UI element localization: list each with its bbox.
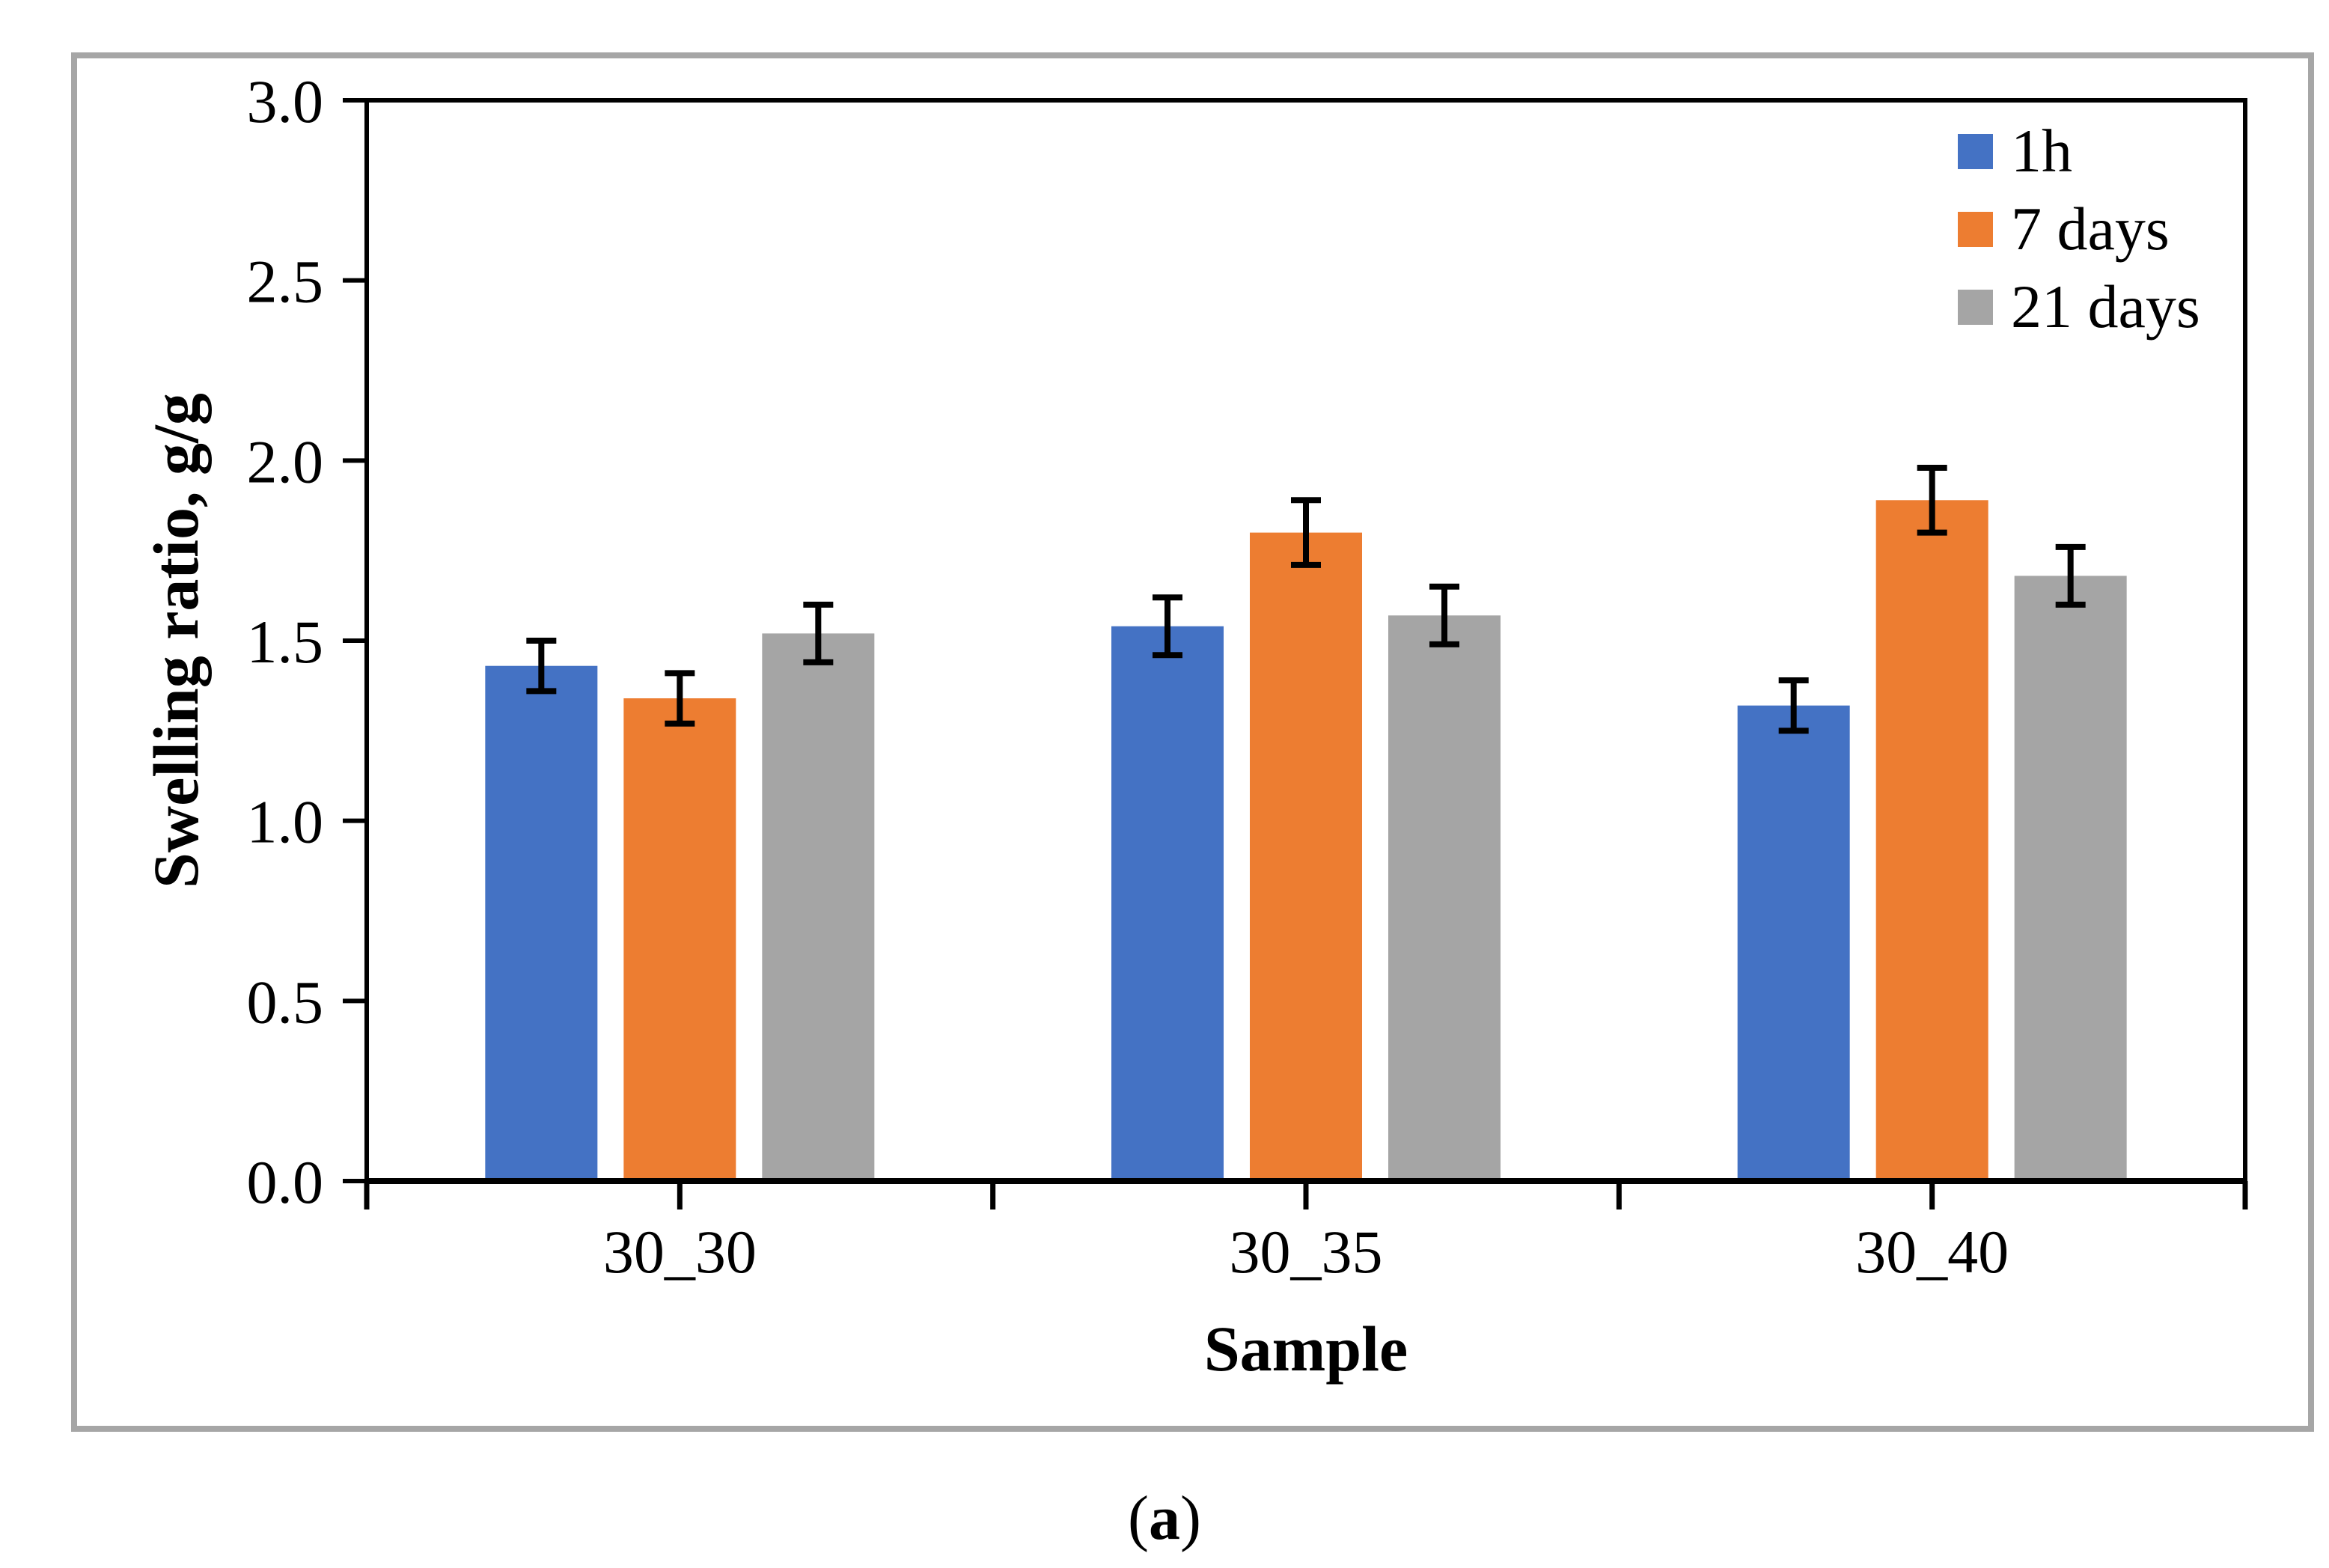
legend-label: 1h [2011,117,2072,185]
y-tick-label: 1.5 [247,608,324,676]
x-axis-title: Sample [1203,1313,1408,1385]
bar [1388,615,1501,1181]
caption-close-paren: ) [1180,1483,1201,1553]
legend-swatch [1958,211,1993,247]
legend-item: 21 days [1958,268,2200,346]
y-tick-label: 0.5 [247,968,324,1036]
y-axis-title: Swelling ratio, g/g [140,393,212,888]
y-tick-label: 2.0 [247,427,324,495]
legend-swatch [1958,133,1993,169]
y-tick-label: 1.0 [247,788,324,856]
bar [1875,500,1988,1181]
bar [623,698,736,1181]
figure-caption: (a) [0,1482,2329,1555]
bar [1111,626,1224,1181]
caption-open-paren: ( [1128,1483,1149,1553]
bar [1737,705,1850,1181]
legend-label: 7 days [2011,195,2170,263]
bar [762,633,875,1181]
bar [2014,576,2127,1181]
legend-swatch [1958,289,1993,325]
legend: 1h 7 days 21 days [1958,112,2200,346]
y-tick-label: 3.0 [247,67,324,135]
category-label: 30_30 [603,1218,757,1286]
bar [485,665,598,1181]
category-label: 30_35 [1230,1218,1383,1286]
legend-item: 7 days [1958,190,2200,268]
category-label: 30_40 [1855,1218,2009,1286]
bar [1250,532,1362,1181]
caption-letter: a [1149,1483,1180,1553]
y-tick-label: 2.5 [247,248,324,316]
y-tick-label: 0.0 [247,1148,324,1216]
legend-label: 21 days [2011,272,2200,341]
legend-item: 1h [1958,112,2200,190]
